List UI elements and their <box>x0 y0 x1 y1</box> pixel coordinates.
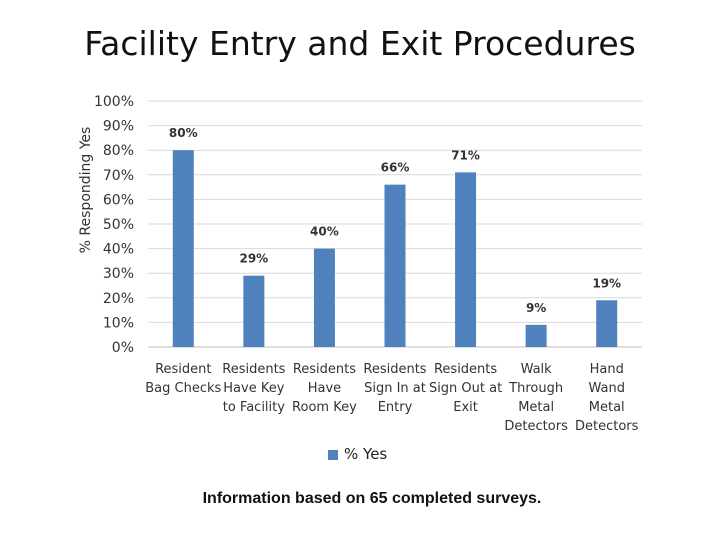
x-tick-label: Residents <box>293 362 356 377</box>
y-axis-label: % Responding Yes <box>78 127 94 254</box>
bar <box>384 184 406 347</box>
legend: % Yes <box>328 445 387 463</box>
y-tick-label: 100% <box>94 94 134 110</box>
x-tick-label: Walk <box>521 362 553 377</box>
y-tick-label: 40% <box>103 242 134 258</box>
bars <box>172 150 618 347</box>
x-tick-label: Have <box>308 381 341 396</box>
x-tick-label: Wand <box>588 381 624 396</box>
x-tick-label: Through <box>508 381 563 396</box>
x-tick-label: Residents <box>434 362 497 377</box>
data-label: 29% <box>239 252 268 266</box>
data-labels: 80% 29% 40% 66% 71% 9% 19% <box>169 126 621 315</box>
y-axis-ticks: 0% 10% 20% 30% 40% 50% 60% 70% 80% 90% 100% <box>94 94 134 356</box>
legend-label: % Yes <box>344 445 388 463</box>
data-label: 19% <box>592 276 621 290</box>
x-tick-label: Residents <box>363 362 426 377</box>
footnote: Information based on 65 completed survey… <box>202 490 542 507</box>
x-tick-label: Entry <box>378 400 413 415</box>
bar <box>172 150 194 347</box>
x-tick-label: Residents <box>222 362 285 377</box>
y-tick-label: 30% <box>103 266 134 282</box>
x-tick-label: Metal <box>518 400 554 415</box>
y-tick-label: 80% <box>103 143 134 159</box>
bar <box>313 248 335 347</box>
slide-title: Facility Entry and Exit Procedures <box>84 24 636 63</box>
bar <box>596 300 618 347</box>
x-tick-label: Detectors <box>575 419 639 434</box>
y-tick-label: 50% <box>103 217 134 233</box>
x-tick-label: Metal <box>589 400 625 415</box>
data-label: 71% <box>451 148 480 162</box>
data-label: 9% <box>526 301 546 315</box>
y-tick-label: 0% <box>112 340 134 356</box>
x-tick-label: to Facility <box>223 400 286 415</box>
y-tick-label: 10% <box>103 315 134 331</box>
data-label: 40% <box>310 225 339 239</box>
y-tick-label: 70% <box>103 168 134 184</box>
x-tick-label: Room Key <box>292 400 357 415</box>
x-tick-label: Exit <box>453 400 478 415</box>
bar <box>455 172 477 347</box>
y-tick-label: 90% <box>103 119 134 135</box>
data-label: 66% <box>381 161 410 175</box>
legend-swatch <box>328 449 338 460</box>
bar <box>525 324 547 347</box>
data-label: 80% <box>169 126 198 140</box>
y-tick-label: 60% <box>103 192 134 208</box>
x-tick-label: Resident <box>155 362 211 377</box>
x-tick-label: Sign Out at <box>429 381 502 396</box>
y-tick-label: 20% <box>103 291 134 307</box>
x-tick-label: Bag Checks <box>145 381 221 396</box>
x-tick-label: Detectors <box>504 419 568 434</box>
x-tick-label: Sign In at <box>364 381 426 396</box>
bar <box>243 275 265 347</box>
x-tick-label: Have Key <box>223 381 284 396</box>
x-tick-label: Hand <box>590 362 624 377</box>
